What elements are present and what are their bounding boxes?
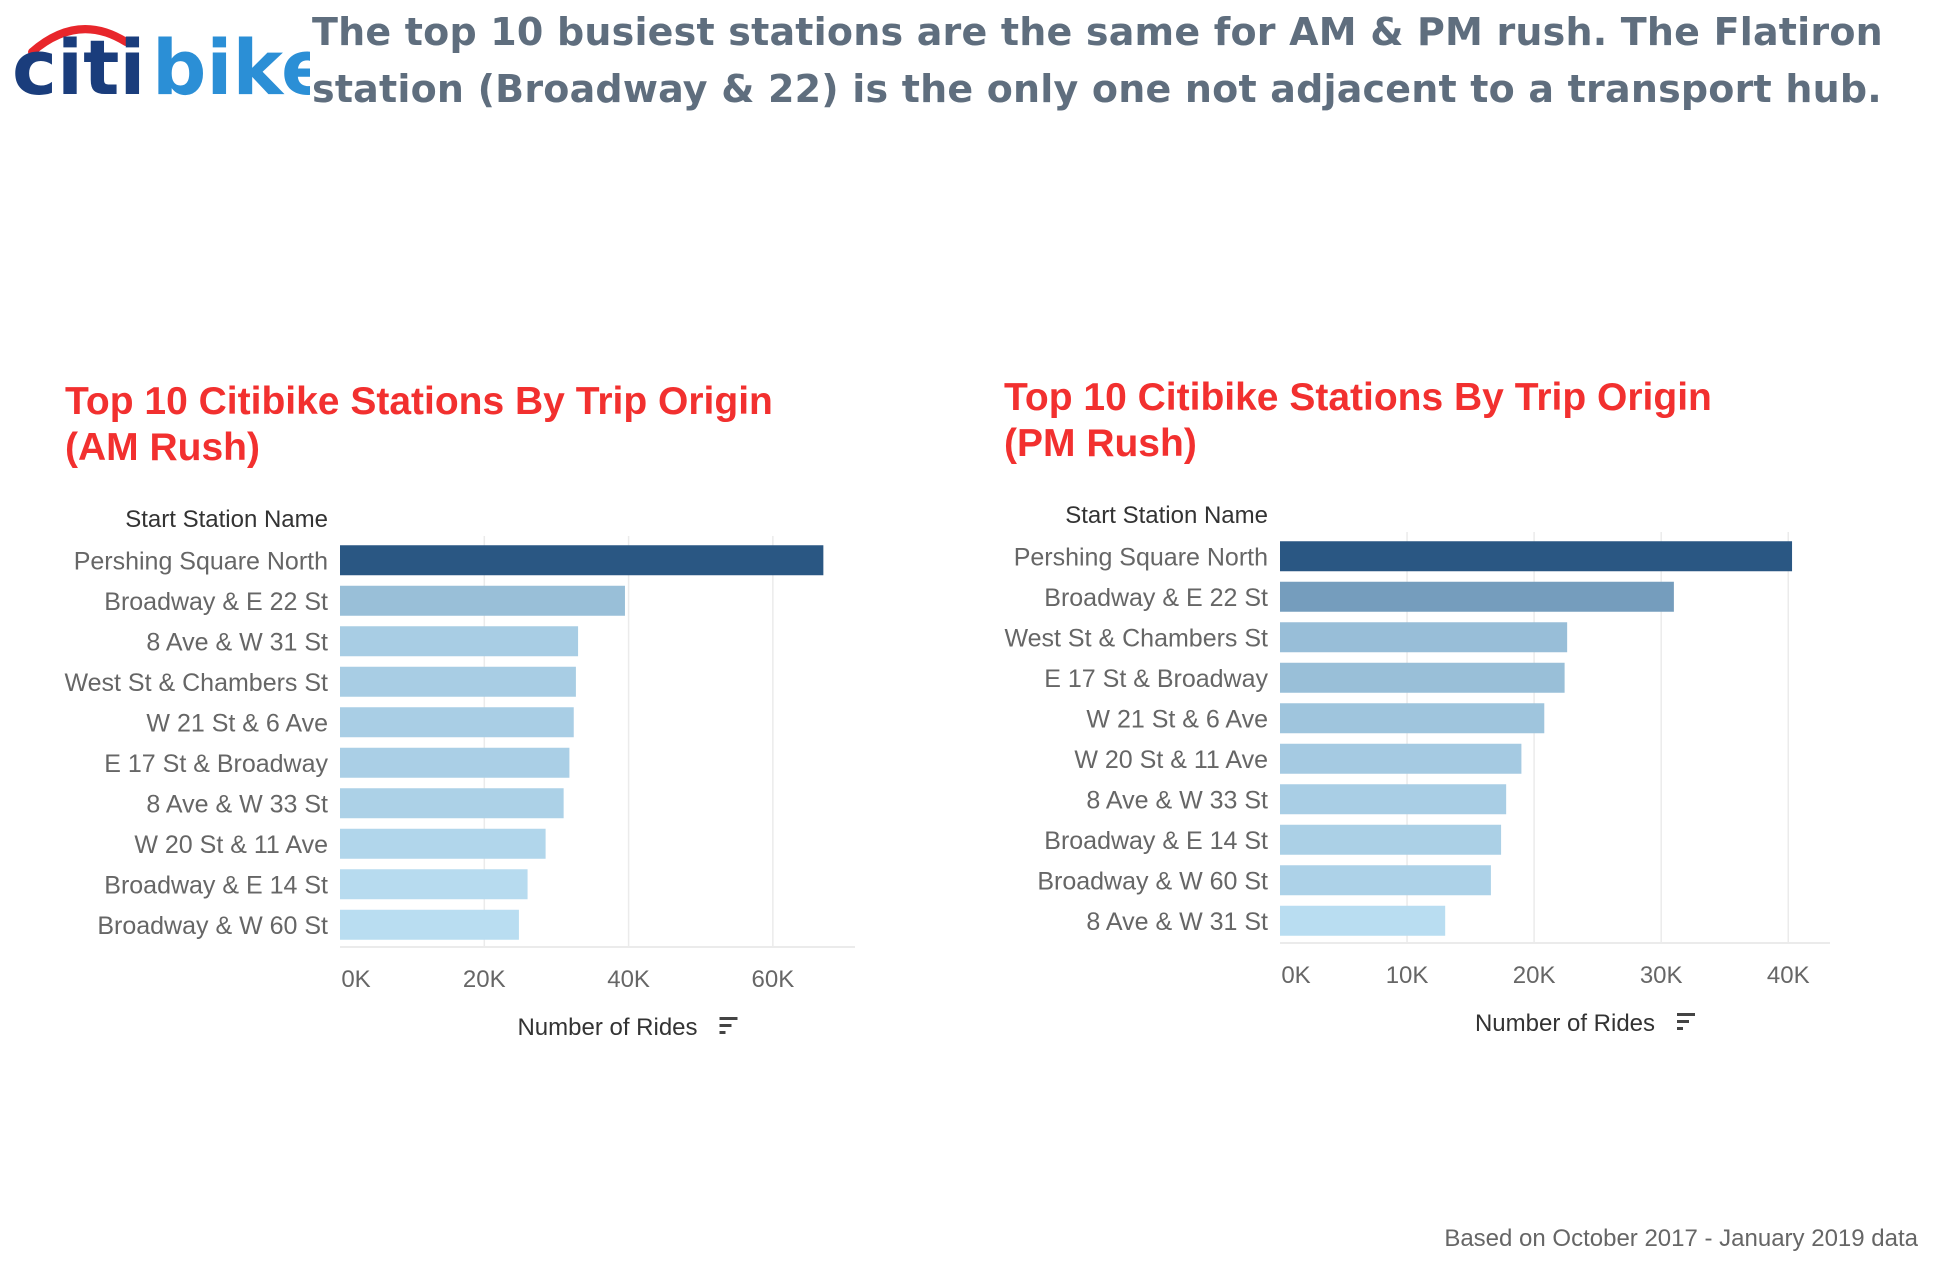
am-bar[interactable] bbox=[340, 788, 564, 819]
pm-category-label: Broadway & E 14 St bbox=[1044, 827, 1268, 855]
pm-rush-bar-chart: Start Station Name Pershing Square North B… bbox=[1004, 502, 1830, 1037]
pm-bar[interactable] bbox=[1280, 905, 1446, 936]
pm-category-label: Broadway & W 60 St bbox=[1037, 867, 1268, 895]
am-tick-label: 0K bbox=[341, 966, 370, 993]
am-chart-title-line-1: Top 10 Citibike Stations By Trip Origin bbox=[65, 380, 773, 423]
pm-category-label: 8 Ave & W 33 St bbox=[1086, 786, 1268, 814]
am-bar[interactable] bbox=[340, 869, 528, 900]
pm-chart-title-line-1: Top 10 Citibike Stations By Trip Origin bbox=[1004, 376, 1712, 419]
pm-tick-label: 20K bbox=[1513, 962, 1556, 989]
pm-category-label: Broadway & E 22 St bbox=[1044, 584, 1268, 612]
am-category-label: W 20 St & 11 Ave bbox=[134, 831, 328, 859]
pm-bar[interactable] bbox=[1280, 581, 1674, 612]
pm-chart-title-line-2: (PM Rush) bbox=[1004, 422, 1197, 465]
am-category-label: West St & Chambers St bbox=[64, 669, 328, 697]
am-bar[interactable] bbox=[340, 747, 570, 778]
am-bar[interactable] bbox=[340, 828, 546, 859]
pm-category-label: Pershing Square North bbox=[1014, 543, 1268, 571]
pm-bar[interactable] bbox=[1280, 784, 1507, 815]
logo-bike-text: bike bbox=[152, 23, 310, 102]
headline-line-1: The top 10 busiest stations are the same… bbox=[312, 10, 1883, 54]
citibike-logo: citi bike bbox=[12, 23, 310, 102]
pm-bar[interactable] bbox=[1280, 824, 1502, 855]
pm-sort-descending-icon[interactable] bbox=[1677, 1013, 1695, 1030]
pm-category-label: E 17 St & Broadway bbox=[1044, 665, 1268, 693]
pm-tick-label: 30K bbox=[1640, 962, 1683, 989]
am-category-label: Broadway & E 22 St bbox=[104, 588, 328, 616]
pm-bar[interactable] bbox=[1280, 743, 1522, 774]
am-rush-bar-chart: Start Station Name Pershing Square North B… bbox=[64, 506, 855, 1041]
am-bar[interactable] bbox=[340, 707, 574, 738]
pm-tick-label: 10K bbox=[1386, 962, 1429, 989]
logo-citi-text: citi bbox=[12, 23, 145, 102]
pm-tick-label: 40K bbox=[1767, 962, 1810, 989]
am-sort-descending-icon[interactable] bbox=[719, 1017, 738, 1034]
am-bar[interactable] bbox=[340, 666, 576, 697]
am-tick-label: 60K bbox=[752, 966, 795, 993]
am-category-label: Broadway & E 14 St bbox=[104, 871, 328, 899]
am-category-label: Broadway & W 60 St bbox=[97, 912, 328, 940]
pm-bar[interactable] bbox=[1280, 541, 1793, 572]
pm-tick-label: 0K bbox=[1281, 962, 1310, 989]
am-row-header: Start Station Name bbox=[125, 506, 328, 533]
pm-bar[interactable] bbox=[1280, 622, 1568, 653]
pm-category-label: W 21 St & 6 Ave bbox=[1086, 705, 1268, 733]
am-chart-title: Top 10 Citibike Stations By Trip Origin … bbox=[65, 379, 773, 471]
pm-bar[interactable] bbox=[1280, 703, 1545, 734]
am-category-label: W 21 St & 6 Ave bbox=[146, 709, 328, 737]
pm-row-header: Start Station Name bbox=[1065, 502, 1268, 529]
am-tick-label: 20K bbox=[463, 966, 506, 993]
am-category-label: E 17 St & Broadway bbox=[104, 750, 328, 778]
data-source-footnote: Based on October 2017 - January 2019 dat… bbox=[1444, 1225, 1918, 1252]
pm-category-label: W 20 St & 11 Ave bbox=[1074, 746, 1268, 774]
am-bar[interactable] bbox=[340, 585, 625, 616]
am-chart-title-line-2: (AM Rush) bbox=[65, 426, 260, 469]
headline-line-2: station (Broadway & 22) is the only one … bbox=[312, 67, 1882, 111]
pm-x-axis-title: Number of Rides bbox=[1475, 1010, 1655, 1037]
pm-chart-title: Top 10 Citibike Stations By Trip Origin … bbox=[1004, 375, 1712, 467]
am-category-label: 8 Ave & W 33 St bbox=[146, 790, 328, 818]
am-x-axis-title: Number of Rides bbox=[517, 1014, 697, 1041]
am-bar[interactable] bbox=[340, 909, 519, 940]
headline: The top 10 busiest stations are the same… bbox=[312, 4, 1942, 118]
pm-category-label: 8 Ave & W 31 St bbox=[1086, 908, 1268, 936]
logo-arc bbox=[28, 25, 130, 56]
am-category-label: Pershing Square North bbox=[74, 547, 328, 575]
am-category-label: 8 Ave & W 31 St bbox=[146, 628, 328, 656]
am-bar[interactable] bbox=[340, 626, 579, 657]
pm-bar[interactable] bbox=[1280, 662, 1565, 693]
am-bar[interactable] bbox=[340, 545, 824, 576]
am-tick-label: 40K bbox=[607, 966, 650, 993]
pm-bar[interactable] bbox=[1280, 865, 1491, 896]
pm-category-label: West St & Chambers St bbox=[1004, 624, 1268, 652]
